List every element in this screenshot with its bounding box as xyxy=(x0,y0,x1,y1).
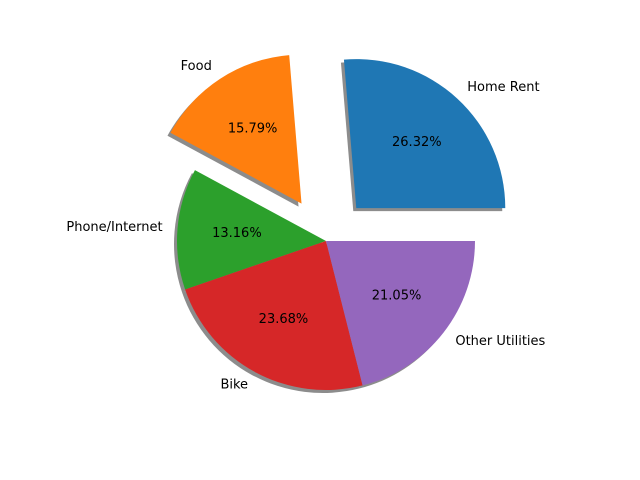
slice-percent-phone-internet: 13.16% xyxy=(212,226,262,241)
slice-percent-other-utilities: 21.05% xyxy=(372,288,422,303)
slice-label-other-utilities: Other Utilities xyxy=(455,334,545,349)
slice-label-home-rent: Home Rent xyxy=(467,80,539,95)
slice-food xyxy=(170,55,302,204)
slice-percent-food: 15.79% xyxy=(228,121,278,136)
slice-label-phone-internet: Phone/Internet xyxy=(66,220,162,235)
slice-label-bike: Bike xyxy=(220,378,248,393)
slice-home-rent xyxy=(343,59,506,209)
slice-bike xyxy=(185,241,363,391)
slice-other-utilities xyxy=(326,241,475,386)
slice-labels: Home Rent Food Phone/Internet Bike Other Uti… xyxy=(66,59,545,393)
slice-label-food: Food xyxy=(181,59,212,74)
slice-percent-labels: 26.32% 15.79% 13.16% 23.68% 21.05% xyxy=(212,121,441,327)
slice-percent-home-rent: 26.32% xyxy=(392,135,442,150)
slice-percent-bike: 23.68% xyxy=(259,312,309,327)
slice-phone-internet xyxy=(177,170,326,290)
pie-slices xyxy=(170,55,506,391)
